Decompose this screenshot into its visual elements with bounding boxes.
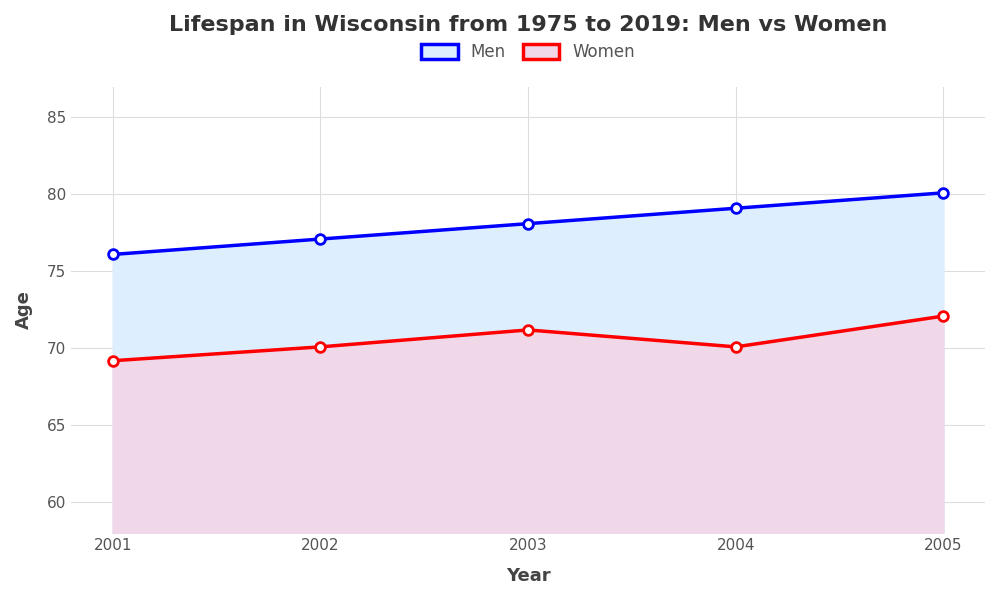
X-axis label: Year: Year	[506, 567, 550, 585]
Legend: Men, Women: Men, Women	[414, 37, 642, 68]
Y-axis label: Age: Age	[15, 290, 33, 329]
Title: Lifespan in Wisconsin from 1975 to 2019: Men vs Women: Lifespan in Wisconsin from 1975 to 2019:…	[169, 15, 887, 35]
